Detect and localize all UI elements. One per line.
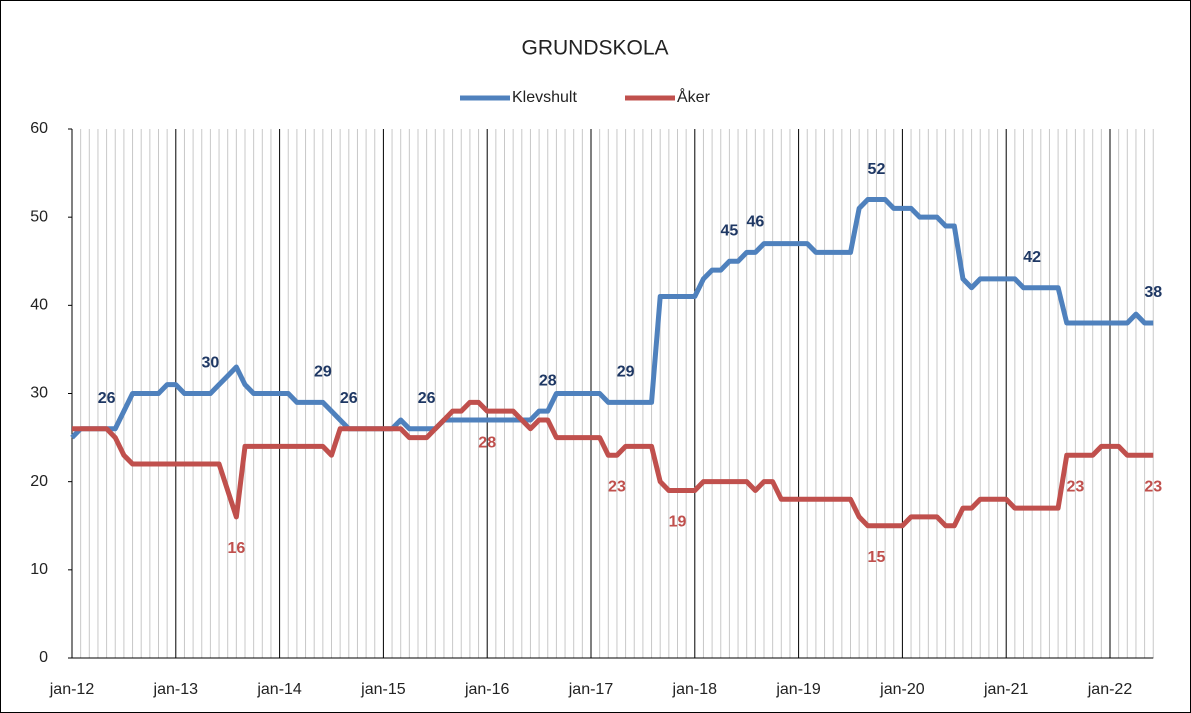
x-tick-label: jan-22 [1087,681,1133,698]
x-tick-label: jan-16 [464,681,510,698]
y-tick-label: 50 [30,208,48,225]
data-label: 19 [669,514,687,531]
series-line [72,399,1154,529]
y-tick-label: 60 [30,120,48,137]
legend-label: Åker [677,87,711,106]
x-tick-label: jan-12 [49,681,95,698]
data-label: 23 [1144,478,1162,495]
x-tick-label: jan-14 [256,681,302,698]
data-label: 38 [1144,284,1162,301]
data-label: 23 [608,478,626,495]
data-label: 52 [868,161,886,178]
data-label: 46 [746,214,764,231]
x-tick-label: jan-18 [672,681,718,698]
x-tick-label: jan-17 [568,681,614,698]
y-tick-label: 40 [30,297,48,314]
x-tick-label: jan-15 [360,681,406,698]
y-tick-label: 30 [30,385,48,402]
chart-title: GRUNDSKOLA [521,37,668,60]
data-label: 42 [1023,249,1041,266]
x-tick-label: jan-21 [983,681,1029,698]
data-label: 26 [418,390,436,407]
data-label: 26 [340,390,358,407]
y-tick-label: 0 [39,649,48,666]
data-label: 29 [314,364,332,381]
legend-label: Klevshult [512,89,577,106]
data-label: 28 [539,372,557,389]
data-label: 23 [1067,478,1085,495]
data-label: 16 [227,540,245,557]
x-tick-label: jan-13 [153,681,199,698]
data-label: 26 [98,390,116,407]
x-tick-label: jan-19 [775,681,821,698]
data-label: 28 [478,434,496,451]
data-label: 30 [202,355,220,372]
y-tick-label: 20 [30,473,48,490]
data-label: 29 [617,364,635,381]
data-label: 45 [721,222,739,239]
series-line [70,197,1154,440]
y-tick-label: 10 [30,561,48,578]
x-tick-label: jan-20 [879,681,925,698]
data-label: 15 [868,549,886,566]
